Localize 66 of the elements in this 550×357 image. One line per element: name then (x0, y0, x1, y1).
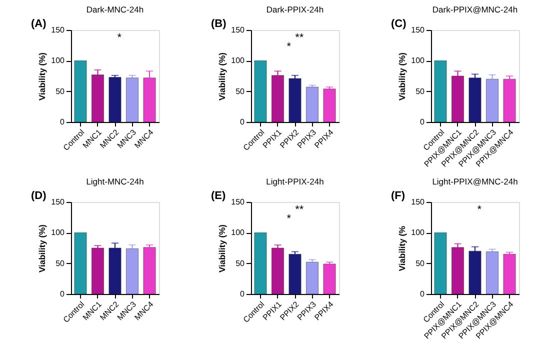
chart-title: Light-MNC-24h (86, 176, 144, 186)
annotation: ** (295, 32, 304, 44)
bar (92, 74, 104, 122)
bar (468, 78, 482, 122)
y-tick-label: 150 (51, 26, 66, 34)
bar (74, 232, 87, 294)
y-axis-title: Viability (%) (217, 52, 228, 101)
y-tick-label: 50 (416, 86, 426, 96)
y-tick-label: 150 (51, 198, 66, 206)
text: (E) (211, 190, 226, 202)
y-tick-label: 150 (411, 198, 426, 206)
text: (D) (31, 190, 47, 202)
bar (486, 78, 498, 122)
y-tick-label: 100 (231, 56, 246, 66)
y-tick-label: 0 (240, 118, 246, 126)
annotation: * (286, 41, 292, 53)
bar (108, 248, 122, 294)
y-tick-label: 100 (51, 56, 66, 66)
y-tick-label: 100 (231, 228, 246, 238)
y-tick-label: 50 (236, 86, 246, 96)
bar (272, 248, 284, 294)
bar (434, 232, 447, 294)
y-tick-label: 50 (56, 258, 66, 268)
y-tick-label: 0 (420, 118, 426, 126)
y-tick-label: 150 (411, 26, 426, 34)
text: (C) (391, 18, 407, 30)
y-tick-label: 100 (411, 56, 426, 66)
chart-title: Dark-MNC-24h (86, 4, 144, 14)
bar (452, 76, 464, 122)
bar (272, 75, 284, 122)
chart-title: Light-PPIX-24h (266, 176, 324, 186)
y-tick-label: 100 (411, 228, 426, 238)
y-tick-label: 50 (416, 258, 426, 268)
bar (254, 232, 267, 294)
text: (B) (211, 18, 227, 30)
y-tick-label: 50 (236, 258, 246, 268)
bar (288, 78, 302, 122)
y-tick-label: 150 (231, 198, 246, 206)
annotation: * (477, 204, 482, 216)
bar (126, 248, 138, 294)
annotation: * (286, 213, 292, 225)
annotation: ** (295, 204, 304, 216)
bar (452, 247, 464, 294)
text: (A) (31, 18, 47, 30)
chart-title: Dark-PPIX@MNC-24h (432, 4, 518, 14)
y-tick-label: 0 (420, 290, 426, 298)
bar (434, 60, 447, 122)
bar (254, 60, 267, 122)
chart-title: Dark-PPIX-24h (266, 4, 324, 14)
annotation: * (117, 32, 122, 44)
text: (F) (391, 190, 406, 202)
y-tick-label: 0 (240, 290, 246, 298)
y-axis-title: Viability (%) (397, 52, 408, 101)
y-axis-title: Viability (% (397, 225, 408, 272)
y-axis-title: Viability (%) (37, 224, 48, 273)
y-tick-label: 0 (60, 118, 66, 126)
bar (74, 60, 87, 122)
bar (503, 78, 516, 122)
y-tick-label: 50 (56, 86, 66, 96)
y-axis-title: Viability (%) (37, 52, 48, 101)
y-tick-label: 150 (231, 26, 246, 34)
y-tick-label: 0 (60, 290, 66, 298)
y-axis-title: Viability (%) (217, 224, 228, 273)
chart-title: Light-PPIX@MNC-24h (432, 176, 518, 186)
y-tick-label: 100 (51, 228, 66, 238)
bar (468, 250, 482, 294)
